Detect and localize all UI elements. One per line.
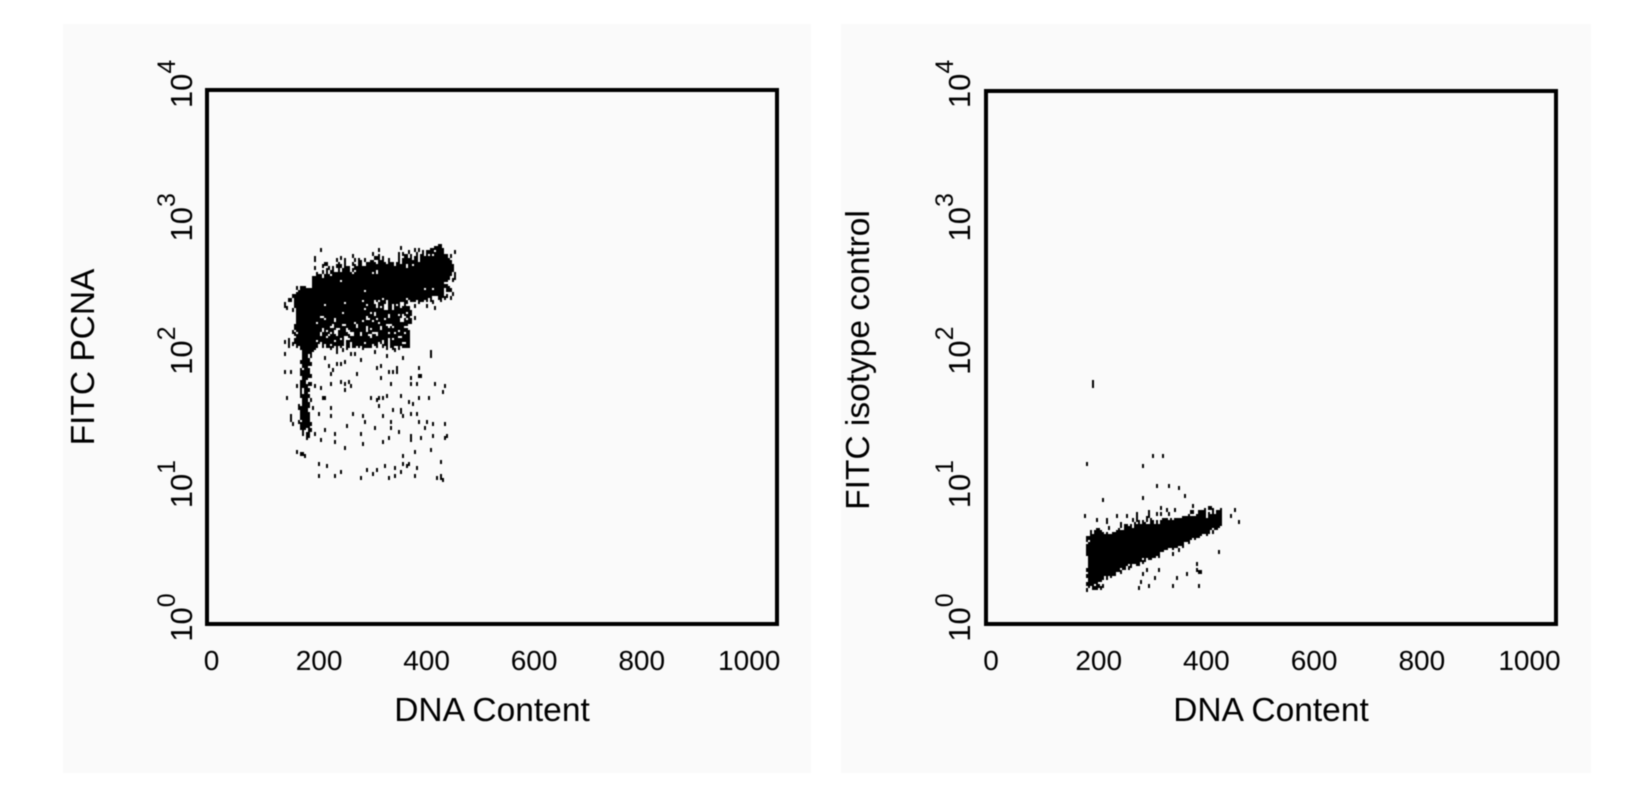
svg-text:1000: 1000 bbox=[718, 645, 780, 676]
svg-text:0: 0 bbox=[983, 645, 999, 676]
svg-text:800: 800 bbox=[618, 645, 665, 676]
svg-text:400: 400 bbox=[403, 645, 450, 676]
svg-text:DNA Content: DNA Content bbox=[1173, 692, 1369, 729]
svg-text:FITC isotype control: FITC isotype control bbox=[840, 210, 877, 510]
svg-text:600: 600 bbox=[511, 645, 558, 676]
svg-text:800: 800 bbox=[1398, 645, 1445, 676]
svg-text:200: 200 bbox=[296, 645, 343, 676]
svg-text:FITC PCNA: FITC PCNA bbox=[65, 268, 102, 445]
svg-text:1000: 1000 bbox=[1498, 645, 1560, 676]
svg-text:400: 400 bbox=[1183, 645, 1230, 676]
svg-text:200: 200 bbox=[1075, 645, 1122, 676]
svg-text:DNA Content: DNA Content bbox=[394, 692, 590, 729]
svg-text:600: 600 bbox=[1291, 645, 1338, 676]
svg-text:0: 0 bbox=[204, 645, 220, 676]
